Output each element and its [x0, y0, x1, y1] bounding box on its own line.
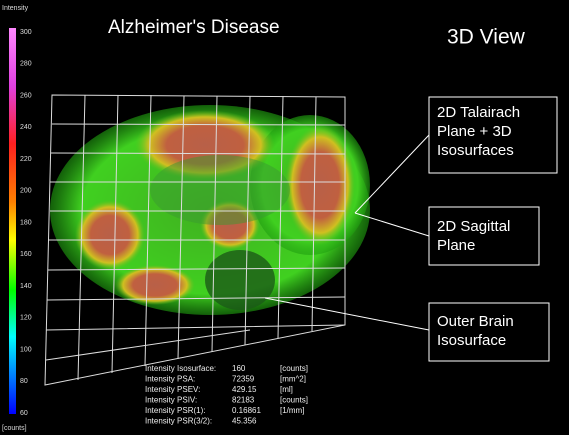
callout-label: 2D Sagittal Plane — [437, 218, 510, 254]
stat-cell: [counts] — [280, 364, 308, 373]
callout-label: 2D Talairach Plane + 3D Isosurfaces — [437, 104, 520, 159]
stat-cell: Intensity PSR(3/2): — [145, 417, 212, 426]
colorbar-tick: 140 — [20, 283, 32, 290]
stat-cell: Intensity PSA: — [145, 375, 195, 384]
stat-cell: [mm^2] — [280, 375, 306, 384]
colorbar-title: Intensity — [2, 5, 29, 12]
colorbar-tick: 120 — [20, 315, 32, 322]
stat-cell: 0.16861 — [232, 406, 261, 415]
colorbar-tick: 160 — [20, 251, 32, 258]
colorbar-tick: 100 — [20, 346, 32, 353]
stat-cell: 45.356 — [232, 417, 257, 426]
stat-cell: 82183 — [232, 396, 255, 405]
colorbar-unit: [counts] — [2, 425, 27, 432]
callout-label: Outer Brain Isosurface — [437, 313, 514, 349]
stat-cell: 72359 — [232, 375, 255, 384]
stat-cell: Intensity PSIV: — [145, 396, 197, 405]
stat-cell: [1/mm] — [280, 406, 304, 415]
stat-cell: Intensity PSR(1): — [145, 406, 205, 415]
colorbar-tick: 260 — [20, 92, 32, 99]
callout-lines — [264, 96, 558, 362]
colorbar-tick: 300 — [20, 29, 32, 36]
colorbar-tick: 240 — [20, 124, 32, 131]
stat-cell: [counts] — [280, 396, 308, 405]
colorbar-tick: 80 — [20, 378, 28, 385]
stat-cell: [ml] — [280, 385, 293, 394]
colorbar-tick: 220 — [20, 156, 32, 163]
colorbar — [9, 28, 16, 414]
view-label: 3D View — [447, 26, 526, 49]
colorbar-tick: 200 — [20, 188, 32, 195]
colorbar-tick: 280 — [20, 61, 32, 68]
title: Alzheimer's Disease — [108, 17, 280, 38]
stat-cell: Intensity Isosurface: — [145, 364, 216, 373]
colorbar-tick: 60 — [20, 410, 28, 417]
stat-cell: 160 — [232, 364, 246, 373]
colorbar-tick: 180 — [20, 219, 32, 226]
stat-cell: 429.15 — [232, 385, 257, 394]
brain-render — [44, 94, 370, 386]
stat-cell: Intensity PSEV: — [145, 385, 200, 394]
